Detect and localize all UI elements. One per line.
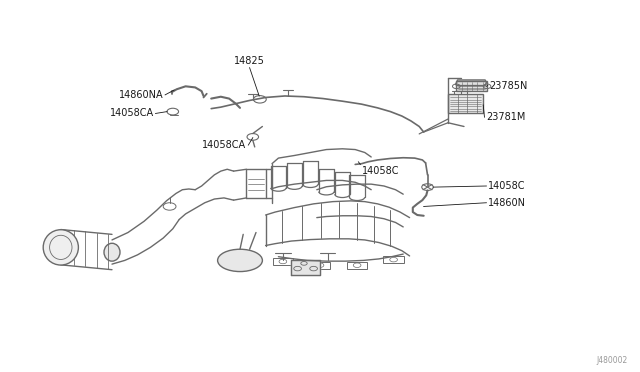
- Text: 14058C: 14058C: [488, 181, 526, 191]
- Text: 14860N: 14860N: [488, 198, 526, 208]
- Ellipse shape: [104, 243, 120, 261]
- Text: 14058C: 14058C: [362, 166, 399, 176]
- Bar: [383, 256, 404, 263]
- Bar: [310, 262, 330, 269]
- Text: J480002: J480002: [596, 356, 627, 365]
- Bar: [347, 262, 367, 269]
- Ellipse shape: [218, 249, 262, 272]
- Text: 23781M: 23781M: [486, 112, 526, 122]
- Bar: [456, 81, 487, 91]
- Polygon shape: [456, 80, 486, 86]
- Bar: [448, 94, 483, 113]
- Text: 14058CA: 14058CA: [202, 140, 246, 150]
- Text: 23785N: 23785N: [490, 81, 528, 90]
- Ellipse shape: [43, 230, 79, 265]
- Text: 14058CA: 14058CA: [109, 109, 154, 118]
- Text: 14825: 14825: [234, 56, 265, 66]
- Text: 14860NA: 14860NA: [118, 90, 163, 100]
- Polygon shape: [291, 260, 320, 275]
- Bar: [273, 258, 293, 265]
